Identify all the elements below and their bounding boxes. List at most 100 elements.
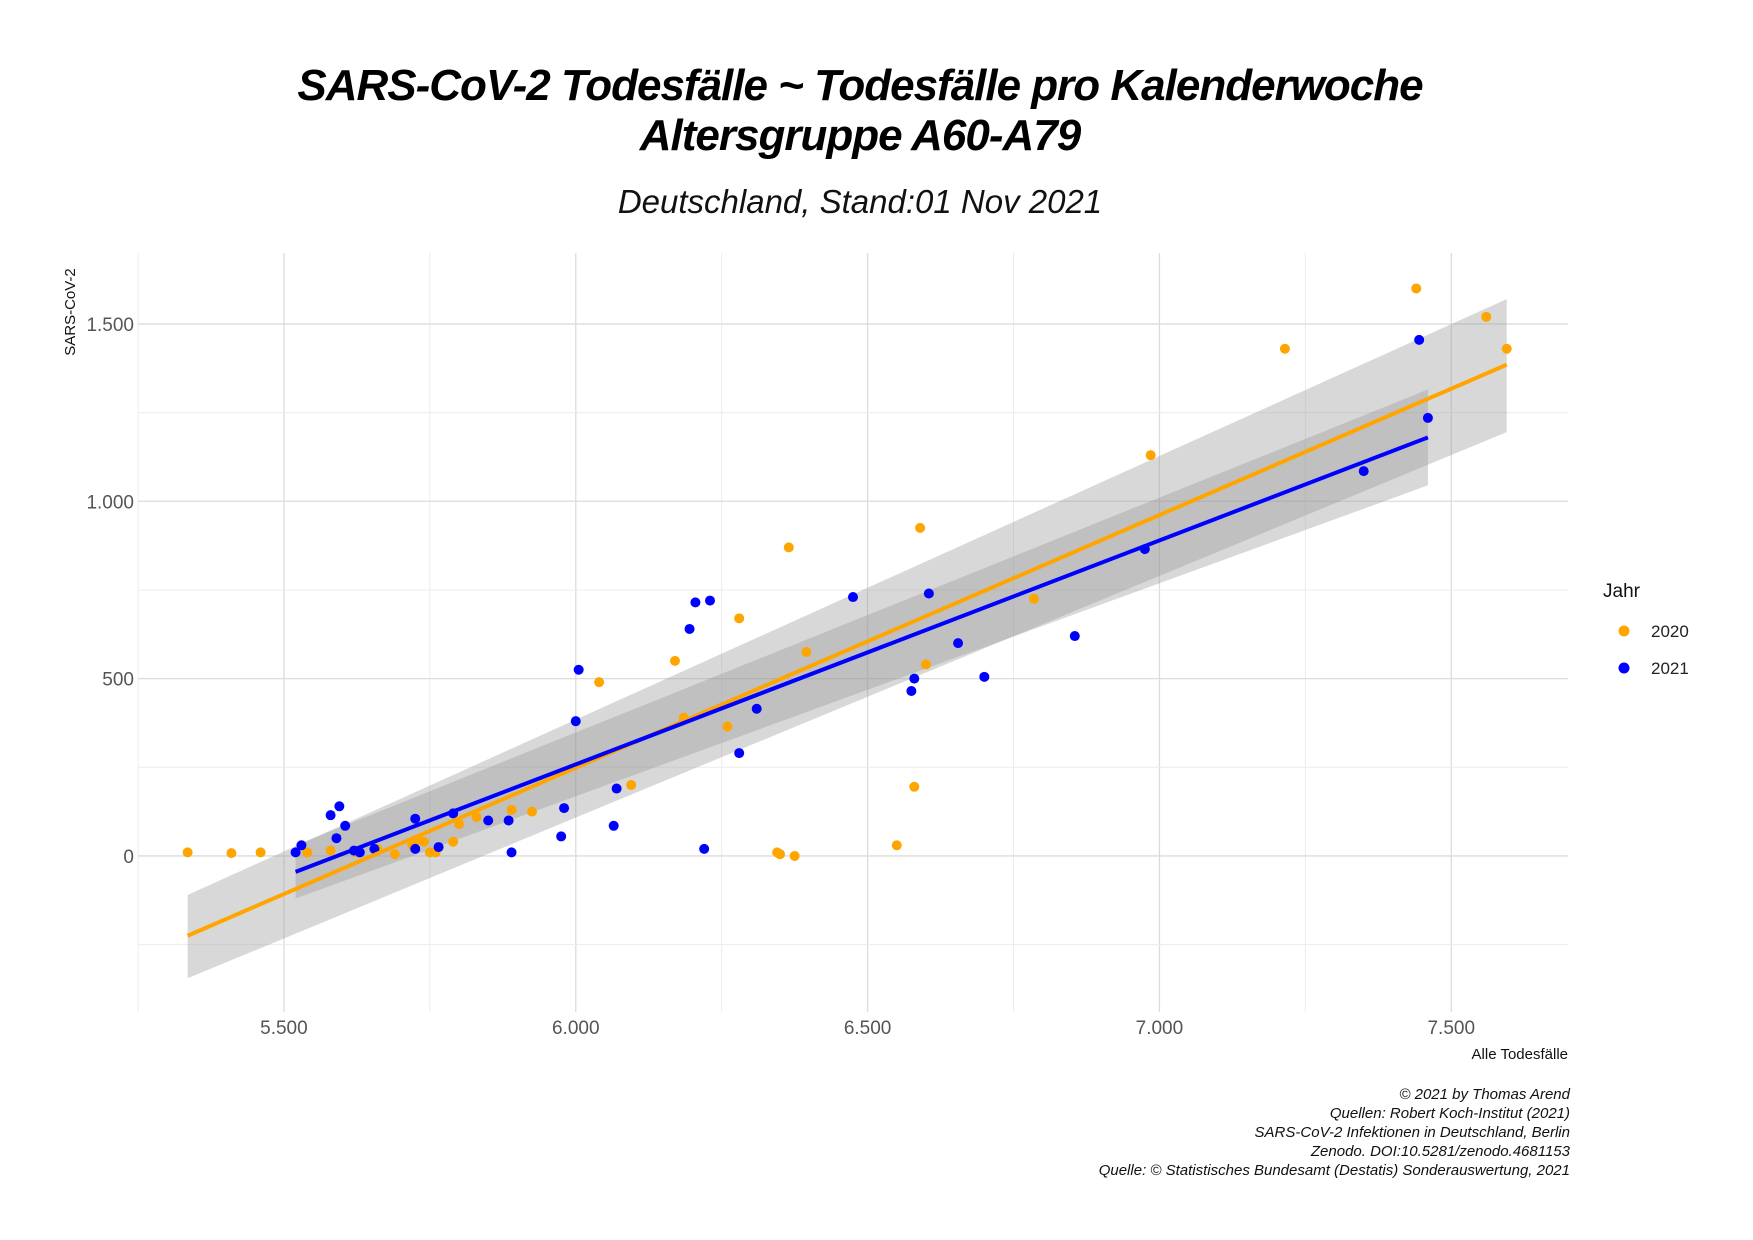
data-point-2020	[669, 655, 680, 666]
data-point-2021	[608, 820, 619, 831]
data-point-2020	[909, 781, 920, 792]
data-point-2020	[722, 721, 733, 732]
y-axis-title: SARS-CoV-2	[62, 268, 79, 356]
y-tick-label: 0	[123, 847, 134, 868]
data-point-2020	[775, 849, 786, 860]
data-point-2021	[734, 748, 745, 759]
data-point-2020	[801, 647, 812, 658]
data-point-2021	[751, 703, 762, 714]
data-point-2020	[419, 836, 429, 847]
x-tick-label: 7.500	[1427, 1018, 1475, 1039]
legend-swatch-2020	[1618, 625, 1630, 637]
data-point-2021	[906, 686, 917, 697]
chart-title: SARS-CoV-2 Todesfälle ~ Todesfälle pro K…	[297, 61, 1423, 110]
data-point-2021	[848, 592, 858, 603]
data-point-2020	[389, 849, 400, 860]
regression-lines	[186, 362, 1508, 938]
data-point-2020	[526, 806, 537, 817]
data-point-2021	[433, 842, 444, 853]
data-point-2020	[789, 850, 800, 861]
caption-line: © 2021 by Thomas Arend	[1399, 1086, 1570, 1103]
data-point-2020	[783, 542, 794, 553]
data-point-2021	[705, 595, 715, 606]
chart-title-line2: Altersgruppe A60-A79	[639, 111, 1082, 160]
confidence-bands	[187, 299, 1507, 979]
data-point-2020	[302, 847, 313, 858]
data-point-2021	[699, 843, 710, 854]
data-point-2021	[684, 623, 695, 634]
data-point-2021	[556, 831, 567, 842]
x-axis-title: Alle Todesfälle	[1472, 1046, 1568, 1063]
legend-label-2020: 2020	[1651, 622, 1689, 641]
data-point-2021	[1422, 412, 1433, 423]
data-points	[182, 283, 1512, 861]
data-point-2021	[369, 843, 380, 854]
caption-line: Zenodo. DOI:10.5281/zenodo.4681153	[1310, 1143, 1571, 1160]
data-point-2021	[296, 840, 307, 851]
legend-title: Jahr	[1603, 581, 1641, 602]
data-point-2020	[226, 848, 237, 859]
data-point-2021	[573, 664, 584, 675]
data-point-2021	[410, 813, 421, 824]
data-point-2021	[340, 820, 351, 831]
caption-line: Quelle: © Statistisches Bundesamt (Desta…	[1099, 1162, 1570, 1179]
caption: © 2021 by Thomas Arend Quellen: Robert K…	[1099, 1086, 1571, 1179]
data-point-2020	[594, 677, 605, 688]
data-point-2021	[979, 671, 990, 682]
data-point-2020	[920, 659, 931, 670]
data-point-2020	[1028, 593, 1039, 604]
data-point-2021	[570, 716, 581, 727]
data-point-2021	[1358, 466, 1369, 477]
caption-line: Quellen: Robert Koch-Institut (2021)	[1330, 1105, 1570, 1122]
regression-line-2021	[294, 435, 1429, 874]
x-tick-label: 5.500	[260, 1018, 308, 1039]
data-point-2021	[325, 810, 336, 821]
legend-swatch-2021	[1618, 662, 1630, 674]
data-point-2020	[255, 847, 266, 858]
data-point-2021	[410, 843, 421, 854]
y-tick-label: 500	[102, 670, 134, 691]
data-point-2021	[909, 673, 920, 684]
data-point-2020	[915, 522, 926, 533]
data-point-2020	[734, 613, 745, 624]
regression-line-2020	[186, 362, 1508, 938]
data-point-2021	[611, 783, 622, 794]
data-point-2021	[1414, 334, 1425, 345]
tick-labels: 5.500 6.000 6.500 7.000 7.500 0 500 1.000 1.500	[86, 315, 1475, 1039]
data-point-2021	[506, 847, 517, 858]
chart-subtitle: Deutschland, Stand:01 Nov 2021	[618, 183, 1102, 220]
caption-line: SARS-CoV-2 Infektionen in Deutschland, B…	[1255, 1124, 1570, 1141]
data-point-2020	[1501, 343, 1512, 354]
data-point-2021	[953, 638, 964, 649]
y-tick-label: 1.000	[86, 492, 134, 513]
data-point-2021	[290, 847, 301, 858]
legend-label-2021: 2021	[1651, 659, 1689, 678]
data-point-2020	[1411, 283, 1422, 294]
data-point-2020	[325, 845, 336, 856]
data-point-2020	[182, 847, 193, 858]
data-point-2020	[506, 804, 517, 815]
data-point-2021	[690, 597, 701, 608]
data-point-2020	[626, 780, 637, 791]
data-point-2021	[503, 815, 514, 826]
data-point-2021	[483, 815, 494, 826]
data-point-2021	[331, 833, 342, 844]
x-tick-label: 7.000	[1136, 1018, 1184, 1039]
x-tick-label: 6.500	[844, 1018, 892, 1039]
data-point-2020	[471, 811, 482, 822]
data-point-2020	[1145, 450, 1156, 461]
data-point-2020	[448, 836, 459, 847]
data-point-2021	[923, 588, 934, 599]
y-tick-label: 1.500	[86, 315, 134, 336]
data-point-2020	[1481, 311, 1492, 322]
data-point-2020	[891, 840, 902, 851]
x-tick-label: 6.000	[552, 1018, 600, 1039]
data-point-2020	[454, 819, 465, 830]
data-point-2021	[1069, 631, 1080, 642]
data-point-2021	[559, 803, 570, 814]
data-point-2021	[334, 801, 345, 812]
data-point-2020	[1279, 343, 1290, 354]
confidence-band-2020	[187, 299, 1507, 979]
legend: Jahr 2020 2021	[1603, 581, 1689, 678]
